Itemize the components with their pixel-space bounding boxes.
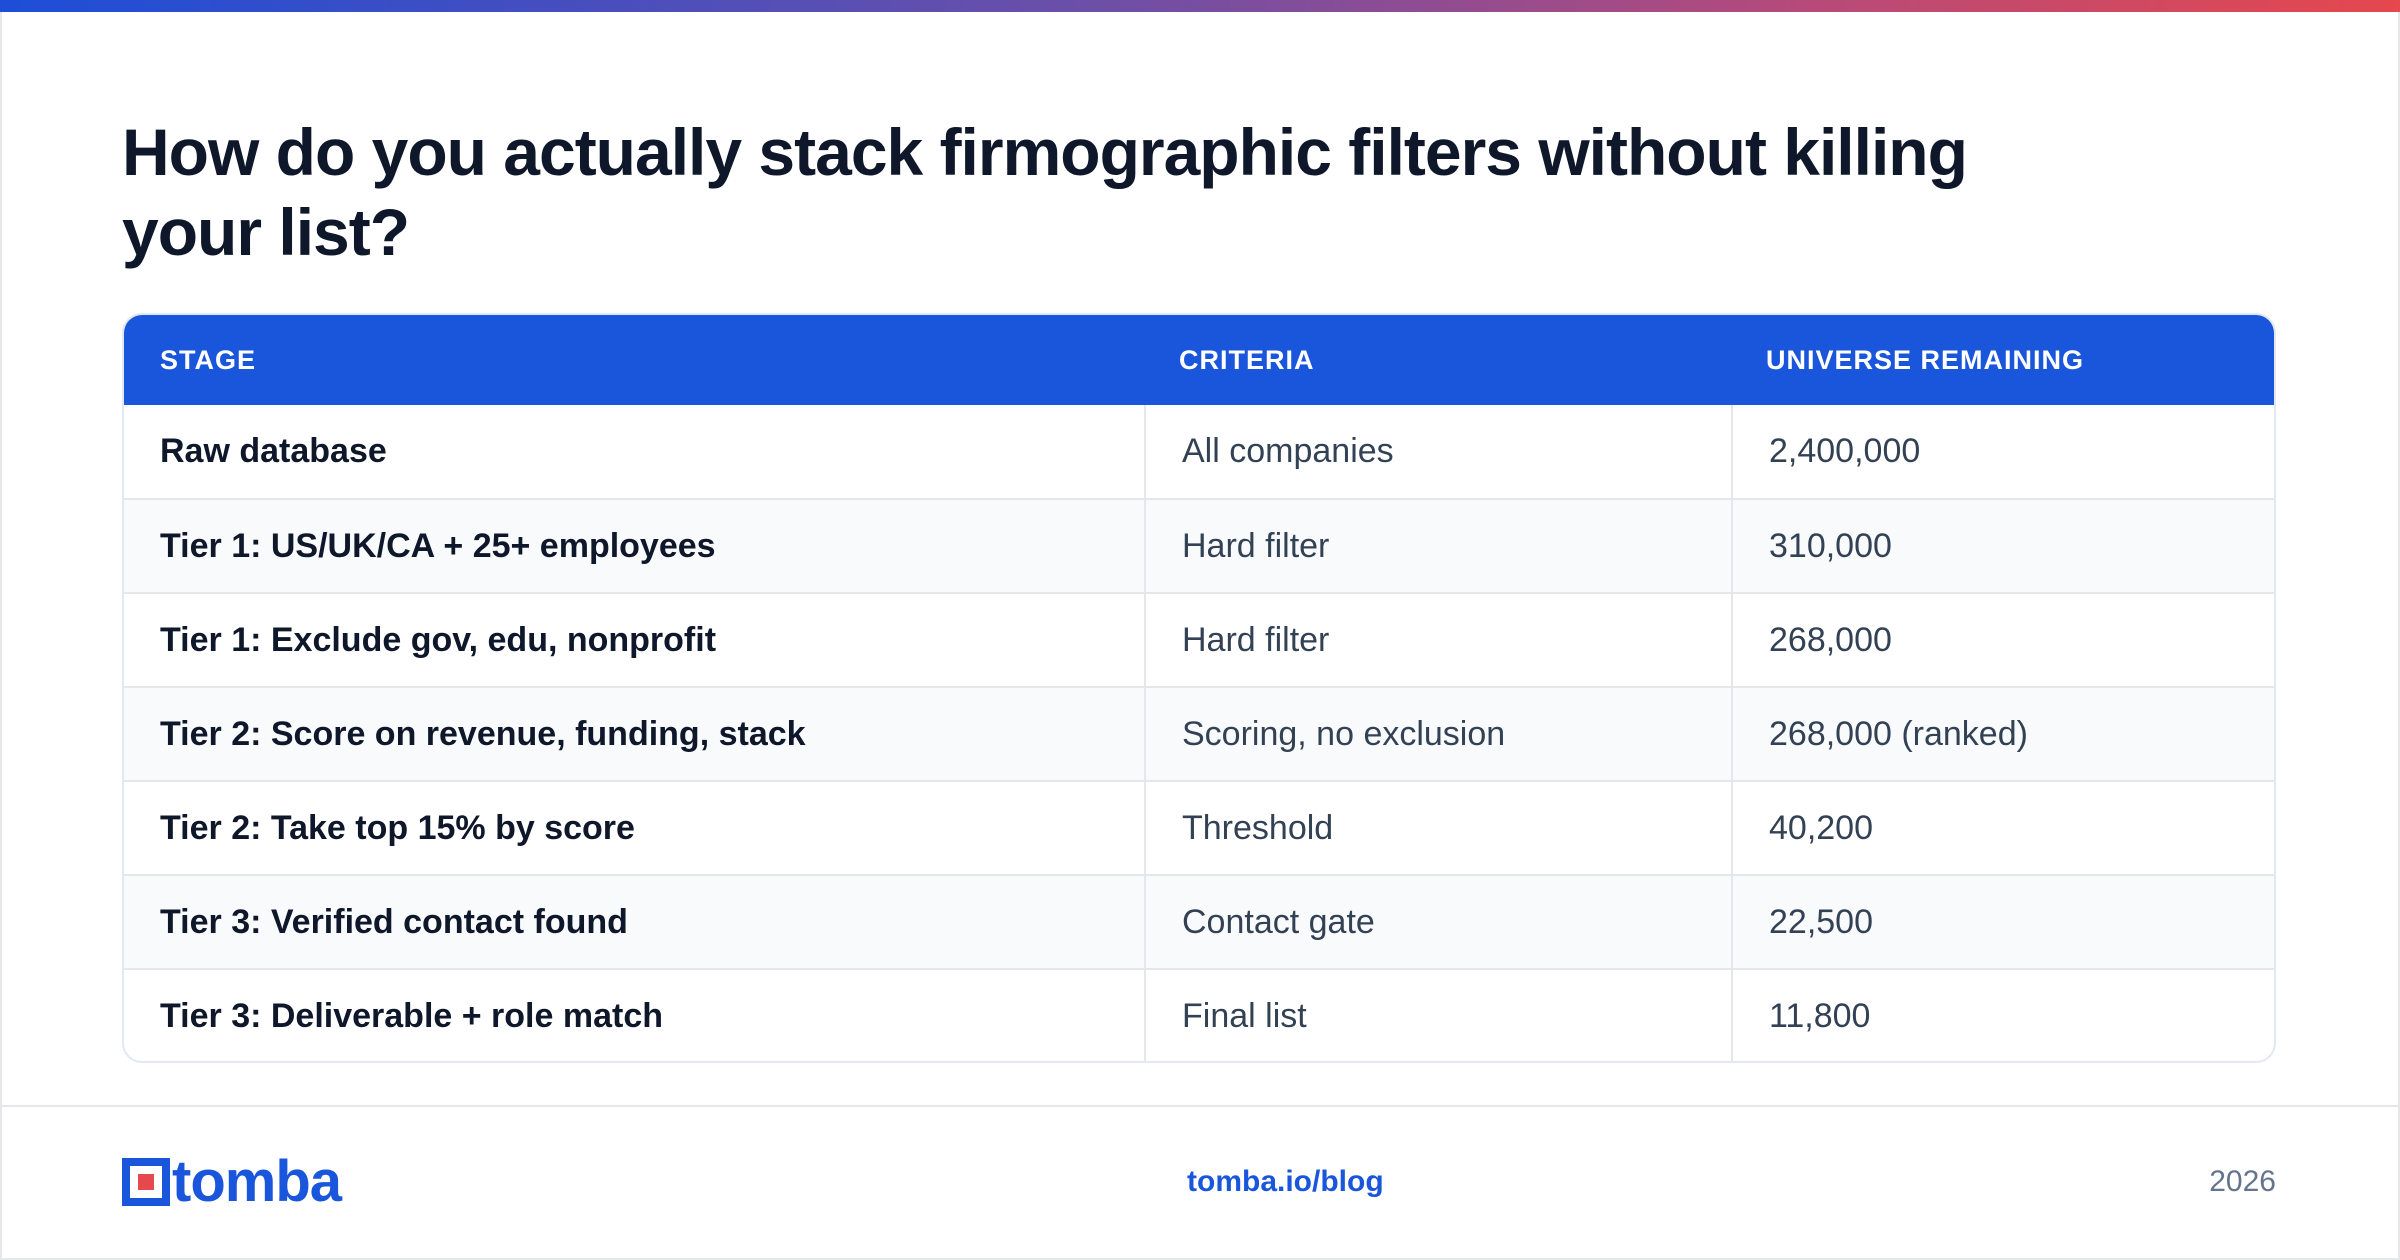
remaining-cell: 40,200 (1731, 780, 2274, 875)
logo-wordmark: tomba (172, 1149, 342, 1214)
table-row: Tier 1: US/UK/CA + 25+ employees Hard fi… (124, 498, 2274, 593)
stage-cell: Tier 2: Take top 15% by score (124, 780, 1145, 875)
stage-cell: Tier 1: US/UK/CA + 25+ employees (124, 498, 1145, 593)
criteria-cell: Final list (1144, 968, 1732, 1061)
stage-cell: Tier 3: Verified contact found (124, 874, 1145, 969)
criteria-cell: Scoring, no exclusion (1144, 686, 1732, 781)
header-universe-remaining: UNIVERSE REMAINING (1766, 344, 2085, 375)
table-row: Tier 2: Score on revenue, funding, stack… (124, 686, 2274, 781)
tomba-logo-icon (122, 1158, 170, 1206)
accent-gradient-bar (0, 0, 2400, 12)
table-header-row: STAGE CRITERIA UNIVERSE REMAINING (124, 315, 2274, 405)
stage-cell: Raw database (160, 432, 387, 470)
remaining-cell: 310,000 (1731, 498, 2274, 593)
tomba-logo[interactable]: tomba (122, 1149, 342, 1214)
blog-link[interactable]: tomba.io/blog (1187, 1165, 1384, 1198)
table-row: Raw database All companies 2,400,000 (124, 405, 2274, 499)
filter-stages-table: STAGE CRITERIA UNIVERSE REMAINING Raw da… (122, 313, 2276, 1063)
criteria-cell: Hard filter (1144, 498, 1732, 593)
stage-cell: Tier 1: Exclude gov, edu, nonprofit (124, 592, 1145, 687)
stage-cell: Tier 2: Score on revenue, funding, stack (124, 686, 1145, 781)
year-label: 2026 (2209, 1165, 2276, 1198)
footer-divider (0, 1105, 2400, 1107)
table-row: Tier 3: Deliverable + role match Final l… (124, 968, 2274, 1061)
criteria-cell: Threshold (1144, 780, 1732, 875)
remaining-cell: 22,500 (1731, 874, 2274, 969)
header-stage: STAGE (160, 344, 257, 375)
remaining-cell: 2,400,000 (1731, 405, 2274, 499)
stage-cell: Tier 3: Deliverable + role match (124, 968, 1145, 1061)
page-title: How do you actually stack firmographic f… (122, 115, 1968, 269)
header-criteria: CRITERIA (1179, 344, 1315, 375)
table-row: Tier 3: Verified contact found Contact g… (124, 874, 2274, 969)
table-row: Tier 1: Exclude gov, edu, nonprofit Hard… (124, 592, 2274, 687)
criteria-cell: Contact gate (1144, 874, 1732, 969)
remaining-cell: 268,000 (1731, 592, 2274, 687)
remaining-cell: 11,800 (1731, 968, 2274, 1061)
criteria-cell: Hard filter (1144, 592, 1732, 687)
criteria-cell: All companies (1144, 405, 1732, 499)
remaining-cell: 268,000 (ranked) (1731, 686, 2274, 781)
table-row: Tier 2: Take top 15% by score Threshold … (124, 780, 2274, 875)
